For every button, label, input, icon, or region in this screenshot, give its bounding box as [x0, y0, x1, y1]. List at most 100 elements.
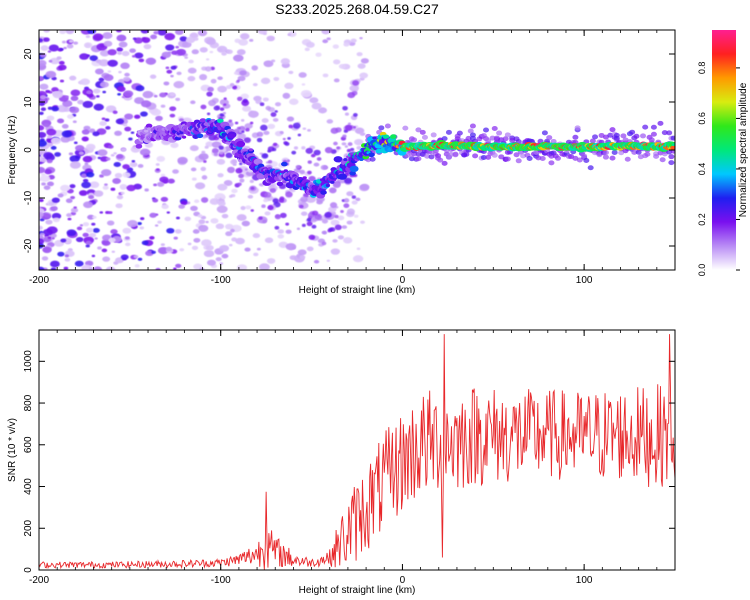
- heatmap-speckle: [170, 142, 179, 149]
- heatmap-speckle: [217, 173, 224, 178]
- heatmap-speckle: [311, 224, 317, 229]
- heatmap-speckle: [359, 72, 369, 79]
- heatmap-speckle: [122, 164, 130, 170]
- heatmap-speckle: [286, 159, 290, 163]
- heatmap-speckle: [42, 246, 52, 254]
- heatmap-speckle: [359, 132, 365, 136]
- heatmap-speckle: [273, 76, 280, 81]
- heatmap-speckle: [301, 146, 306, 150]
- heatmap-halo: [445, 129, 452, 135]
- heatmap-speckle: [343, 198, 350, 203]
- heatmap-speckle: [138, 58, 145, 63]
- heatmap-speckle: [258, 216, 263, 220]
- heatmap-ridge-cell: [382, 134, 390, 140]
- heatmap-speckle: [187, 242, 192, 246]
- heatmap-speckle: [235, 237, 245, 245]
- heatmap-speckle: [232, 85, 238, 90]
- snr-panel: -200 -100 0 100 0 200 400 600 800 1000 Height of…: [7, 329, 676, 596]
- heatmap-speckle: [170, 74, 174, 78]
- heatmap-speckle: [46, 159, 53, 164]
- heatmap-halo: [546, 135, 553, 141]
- heatmap-speckle: [155, 267, 161, 270]
- heatmap-speckle: [240, 206, 246, 211]
- heatmap-speckle: [43, 30, 50, 33]
- heatmap-speckle: [231, 188, 238, 194]
- heatmap-speckle: [123, 90, 134, 98]
- heatmap-speckle: [54, 152, 61, 157]
- heatmap-speckle: [88, 128, 96, 133]
- spectrogram-y-tick-label: -10: [23, 190, 34, 205]
- heatmap-halo: [613, 132, 620, 138]
- heatmap-speckle: [97, 149, 108, 157]
- heatmap-speckle: [153, 30, 159, 35]
- heatmap-speckle: [298, 72, 307, 78]
- heatmap-speckle: [39, 131, 47, 139]
- heatmap-speckle: [47, 236, 52, 240]
- heatmap-speckle: [226, 49, 233, 55]
- heatmap-speckle: [240, 93, 250, 100]
- heatmap-speckle: [282, 137, 286, 141]
- heatmap-halo: [653, 153, 660, 159]
- heatmap-speckle: [353, 113, 358, 117]
- heatmap-speckle: [144, 188, 149, 192]
- heatmap-speckle: [41, 182, 46, 186]
- heatmap-speckle: [312, 210, 319, 216]
- heatmap-halo: [496, 130, 503, 136]
- heatmap-speckle: [190, 167, 197, 172]
- heatmap-speckle: [283, 141, 288, 145]
- heatmap-speckle: [233, 54, 244, 62]
- heatmap-speckle: [116, 34, 127, 42]
- heatmap-speckle: [74, 260, 84, 267]
- heatmap-speckle: [177, 156, 188, 165]
- heatmap-speckle: [161, 204, 169, 210]
- heatmap-speckle: [98, 59, 110, 67]
- heatmap-speckle: [145, 250, 154, 257]
- heatmap-halo: [504, 132, 511, 138]
- heatmap-speckle: [266, 35, 275, 42]
- heatmap-speckle: [88, 267, 94, 270]
- heatmap-speckle: [81, 173, 88, 178]
- heatmap-speckle: [165, 246, 173, 252]
- heatmap-speckle: [187, 67, 197, 74]
- heatmap-speckle: [155, 115, 163, 122]
- heatmap-speckle: [209, 50, 214, 54]
- heatmap-speckle: [51, 212, 62, 220]
- heatmap-speckle: [131, 54, 136, 58]
- heatmap-speckle: [83, 201, 93, 209]
- heatmap-speckle: [69, 184, 76, 189]
- heatmap-halo: [498, 154, 505, 160]
- heatmap-ridge-cell: [276, 181, 284, 187]
- heatmap-speckle: [297, 249, 307, 256]
- heatmap-speckle: [296, 227, 301, 231]
- heatmap-speckle: [99, 211, 104, 214]
- heatmap-speckle: [78, 151, 85, 155]
- heatmap-speckle: [143, 43, 152, 50]
- heatmap-speckle: [217, 183, 228, 191]
- heatmap-speckle: [307, 129, 311, 132]
- heatmap-ridge-cell: [670, 145, 675, 151]
- snr-x-tick-label: -100: [211, 575, 231, 586]
- colorbar-ticks: 0.0 0.2 0.4 0.6 0.8: [697, 62, 740, 276]
- heatmap-ridge-cell: [333, 156, 343, 163]
- heatmap-speckle: [76, 226, 83, 231]
- heatmap-halo: [415, 156, 422, 162]
- heatmap-speckle: [150, 34, 158, 40]
- heatmap-speckle: [330, 248, 341, 255]
- heatmap-speckle: [39, 59, 47, 67]
- heatmap-speckle: [132, 37, 137, 41]
- heatmap-speckle: [237, 182, 242, 186]
- heatmap-speckle: [108, 211, 113, 215]
- heatmap-speckle: [221, 196, 226, 200]
- heatmap-speckle: [40, 45, 49, 51]
- heatmap-speckle: [211, 148, 219, 154]
- heatmap-speckle: [101, 239, 111, 246]
- heatmap-speckle: [188, 59, 194, 64]
- heatmap-speckle: [39, 83, 49, 90]
- heatmap-speckle: [56, 56, 62, 60]
- heatmap-speckle: [333, 59, 341, 65]
- heatmap-speckle: [180, 200, 188, 206]
- heatmap-speckle: [60, 238, 67, 243]
- heatmap-ridge-cell: [302, 176, 307, 180]
- heatmap-speckle: [141, 240, 149, 246]
